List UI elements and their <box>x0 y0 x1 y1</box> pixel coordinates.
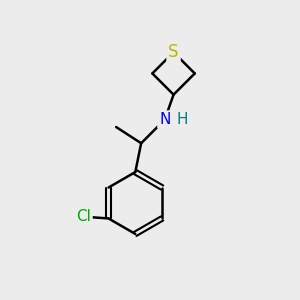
Text: N: N <box>159 112 170 127</box>
Text: Cl: Cl <box>76 209 91 224</box>
Text: H: H <box>177 112 188 127</box>
Text: S: S <box>168 43 179 61</box>
